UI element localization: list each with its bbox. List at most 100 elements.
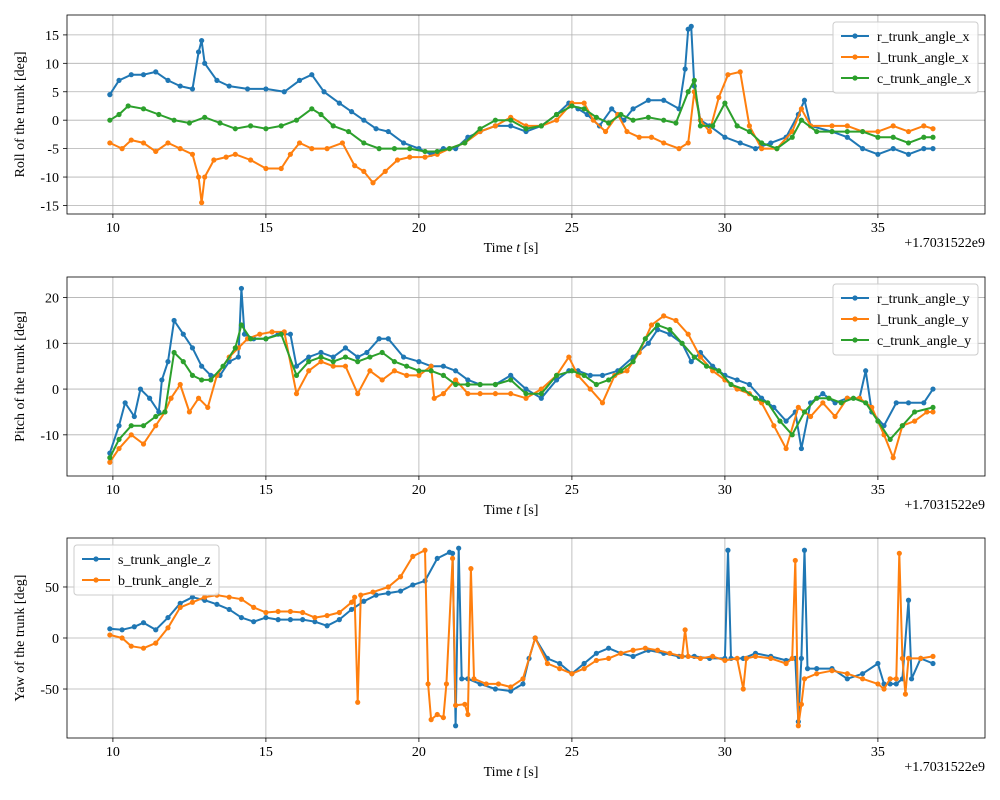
data-point [202, 174, 208, 180]
data-point [807, 413, 814, 420]
data-point [128, 432, 134, 438]
data-point [226, 594, 232, 600]
data-point [930, 409, 936, 415]
legend-label: l_trunk_angle_y [877, 313, 969, 328]
data-point [752, 653, 759, 659]
data-point [673, 120, 679, 126]
data-point [814, 666, 820, 672]
y-tick-label: 15 [45, 29, 59, 44]
x-tick-label: 25 [565, 221, 579, 236]
data-point [844, 123, 850, 129]
data-point [119, 635, 125, 641]
data-point [361, 117, 367, 123]
data-point [263, 614, 269, 621]
legend-marker [852, 75, 858, 81]
legend-box [832, 283, 979, 356]
data-point [422, 154, 428, 160]
data-point [428, 717, 434, 723]
data-point [428, 363, 434, 369]
data-point [287, 617, 293, 623]
legend-label: b_trunk_angle_z [118, 574, 212, 589]
data-point [202, 114, 208, 120]
data-point [202, 60, 208, 66]
data-point [248, 336, 254, 342]
data-point [391, 146, 398, 152]
data-point [593, 114, 599, 120]
data-point [890, 123, 896, 129]
data-point [765, 400, 771, 406]
data-point [214, 77, 220, 83]
data-point [309, 72, 315, 78]
legend-label: r_trunk_angle_x [877, 30, 970, 45]
data-point [783, 660, 789, 667]
data-point [716, 368, 722, 374]
data-point [740, 386, 746, 392]
data-point [492, 391, 498, 397]
data-point [850, 395, 857, 401]
data-point [844, 676, 850, 682]
y-tick-label: -10 [40, 429, 59, 444]
legend-marker [93, 577, 99, 583]
data-point [168, 395, 174, 401]
data-point [768, 655, 774, 662]
data-point [263, 126, 269, 132]
data-point [401, 354, 407, 360]
data-point [890, 134, 896, 140]
data-point [214, 601, 220, 607]
data-point [128, 423, 134, 429]
x-tick-label: 20 [412, 221, 426, 236]
data-point [440, 363, 446, 369]
data-point [905, 140, 912, 146]
data-point [832, 413, 838, 420]
data-point [685, 89, 691, 95]
data-point [330, 363, 336, 369]
data-point [217, 120, 223, 126]
x-offset-label: +1.7031522e9 [904, 760, 985, 775]
data-point [440, 372, 446, 378]
x-tick-label: 35 [871, 221, 885, 236]
data-point [119, 627, 125, 633]
data-point [508, 377, 514, 383]
data-point [263, 336, 269, 342]
data-point [890, 146, 896, 152]
data-point [667, 331, 673, 337]
data-point [355, 359, 361, 365]
data-point [465, 377, 471, 383]
data-point [235, 354, 241, 360]
data-point [244, 86, 251, 92]
data-point [804, 666, 811, 672]
data-point [107, 626, 113, 632]
data-point [792, 557, 798, 564]
data-point [416, 372, 422, 378]
data-point [569, 671, 575, 677]
data-point [140, 72, 147, 78]
data-point [908, 676, 915, 682]
data-point [691, 77, 697, 83]
data-point [107, 140, 113, 146]
data-point [189, 372, 196, 378]
data-point [798, 701, 805, 707]
data-point [538, 395, 544, 401]
data-point [107, 92, 113, 98]
data-point [930, 660, 936, 667]
data-point [930, 653, 936, 659]
data-point [826, 395, 832, 401]
data-point [453, 381, 459, 388]
data-point [645, 340, 652, 346]
data-point [618, 111, 624, 118]
data-point [189, 86, 196, 92]
data-point [520, 676, 526, 682]
data-point [131, 624, 137, 630]
data-point [278, 331, 284, 337]
series-c_trunk_angle_x [107, 77, 936, 155]
data-point [921, 134, 927, 140]
data-point [881, 686, 887, 692]
y-axis-label: Yaw of the trunk [deg] [13, 575, 28, 702]
data-point [795, 404, 801, 410]
x-tick-label: 20 [412, 745, 426, 760]
data-point [630, 117, 636, 123]
data-point [370, 589, 376, 595]
legend-label: c_trunk_angle_y [877, 334, 971, 349]
x-tick-label: 30 [718, 745, 732, 760]
data-point [128, 72, 134, 78]
